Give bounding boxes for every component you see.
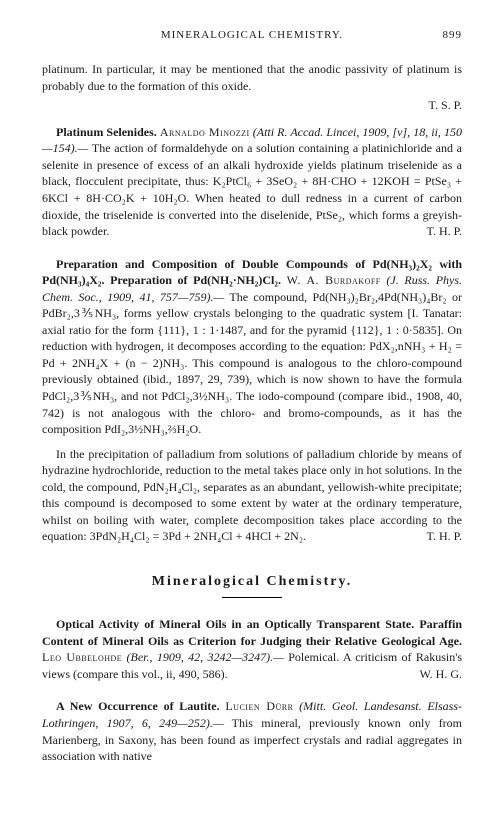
entry1-author: Arnaldo Minozzi: [160, 125, 250, 139]
spacer: [42, 690, 462, 698]
entry2-signature: T. H. P.: [413, 528, 462, 545]
spacer: [42, 248, 462, 256]
entry4-title: A New Occurrence of Lautite.: [56, 699, 220, 713]
entry4-author: Lucien Dürr: [225, 699, 293, 713]
page-number: 899: [357, 28, 462, 43]
entry1-signature: T. H. P.: [413, 223, 462, 240]
entry-lautite: A New Occurrence of Lautite. Lucien Dürr…: [42, 698, 462, 764]
intro-paragraph: platinum. In particular, it may be menti…: [42, 61, 462, 94]
section-divider: [222, 597, 282, 598]
intro-signature: T. S. P.: [42, 97, 462, 114]
header-left-spacer: [42, 28, 147, 43]
page-header: MINERALOGICAL CHEMISTRY. 899: [42, 28, 462, 43]
entry2-para2: In the precipitation of palladium from s…: [42, 446, 462, 545]
section-title: Mineralogical Chemistry.: [42, 572, 462, 591]
header-title: MINERALOGICAL CHEMISTRY.: [147, 28, 357, 43]
entry3-author: Leo Ubbelohde: [42, 650, 122, 664]
entry3-citation: (Ber., 1909, 42, 3242—3247).—: [127, 650, 284, 664]
entry1-body: The action of formaldehyde on a solution…: [42, 141, 462, 238]
entry-platinum-selenides: Platinum Selenides. Arnaldo Minozzi (Att…: [42, 124, 462, 240]
entry3-title: Optical Activity of Mineral Oils in an O…: [42, 617, 462, 648]
entry1-title: Platinum Selenides.: [56, 125, 157, 139]
entry-pd-compounds: Preparation and Composition of Double Co…: [42, 256, 462, 438]
entry2-body1: The compound, Pd(NH₃)₂Br₂,4Pd(NH₃)₄Br₂ o…: [42, 290, 462, 436]
entry2-body2: In the precipitation of palladium from s…: [42, 447, 462, 544]
entry2-author: W. A. Burdakoff: [287, 273, 381, 287]
entry3-signature: W. H. G.: [405, 666, 462, 683]
entry-optical-activity: Optical Activity of Mineral Oils in an O…: [42, 616, 462, 682]
